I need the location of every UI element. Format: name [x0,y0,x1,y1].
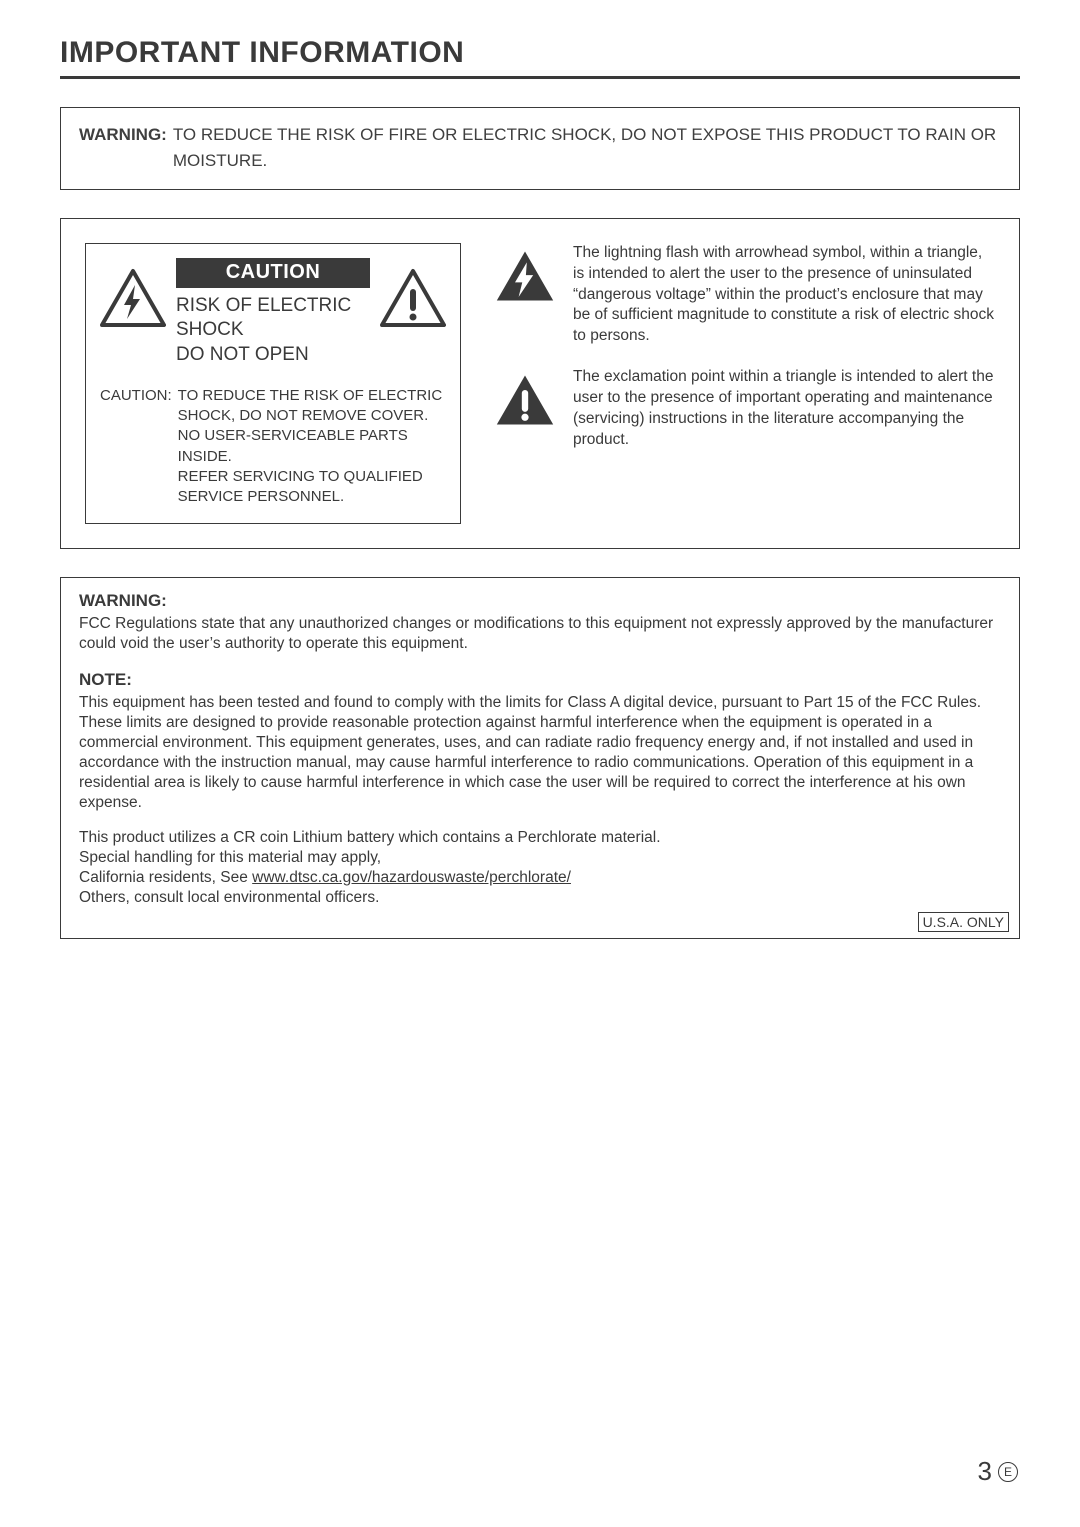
page-number: 3 E [978,1456,1018,1487]
exclamation-explanation: The exclamation point within a triangle … [573,367,995,451]
fcc-note-text: This equipment has been tested and found… [79,693,1001,814]
warning-top-text: TO REDUCE THE RISK OF FIRE OR ELECTRIC S… [173,122,1001,175]
lightning-triangle-icon [100,258,166,338]
perchlorate-line-3: California residents, See www.dtsc.ca.go… [79,868,1001,888]
lightning-triangle-solid-icon [495,243,555,309]
perchlorate-link[interactable]: www.dtsc.ca.gov/hazardouswaste/perchlora… [252,869,571,886]
fcc-warning-text: FCC Regulations state that any unauthori… [79,614,1001,654]
caution-inner-box: CAUTION RISK OF ELECTRIC SHOCK DO NOT OP… [85,243,461,525]
lightning-explanation: The lightning flash with arrowhead symbo… [573,243,995,348]
caution-body-text: TO REDUCE THE RISK OF ELECTRIC SHOCK, DO… [178,386,446,508]
caution-banner: CAUTION [176,258,370,288]
fcc-note-label: NOTE: [79,669,1001,691]
exclamation-triangle-icon [380,258,446,338]
caution-outer-box: CAUTION RISK OF ELECTRIC SHOCK DO NOT OP… [60,218,1020,550]
warning-top-label: WARNING: [79,122,173,175]
fcc-box: WARNING: FCC Regulations state that any … [60,577,1020,939]
perchlorate-line-2: Special handling for this material may a… [79,848,1001,868]
title-underline [60,76,1020,79]
caution-subtext: RISK OF ELECTRIC SHOCK DO NOT OPEN [176,294,370,368]
fcc-warning-label: WARNING: [79,590,1001,612]
page-title: IMPORTANT INFORMATION [60,36,1020,70]
caution-body-label: CAUTION: [100,386,178,508]
warning-top-box: WARNING: TO REDUCE THE RISK OF FIRE OR E… [60,107,1020,190]
exclamation-triangle-solid-icon [495,367,555,433]
perchlorate-line-1: This product utilizes a CR coin Lithium … [79,828,1001,848]
usa-only-badge: U.S.A. ONLY [918,912,1009,932]
page-lang-badge: E [998,1462,1018,1482]
perchlorate-line-4: Others, consult local environmental offi… [79,888,1001,908]
